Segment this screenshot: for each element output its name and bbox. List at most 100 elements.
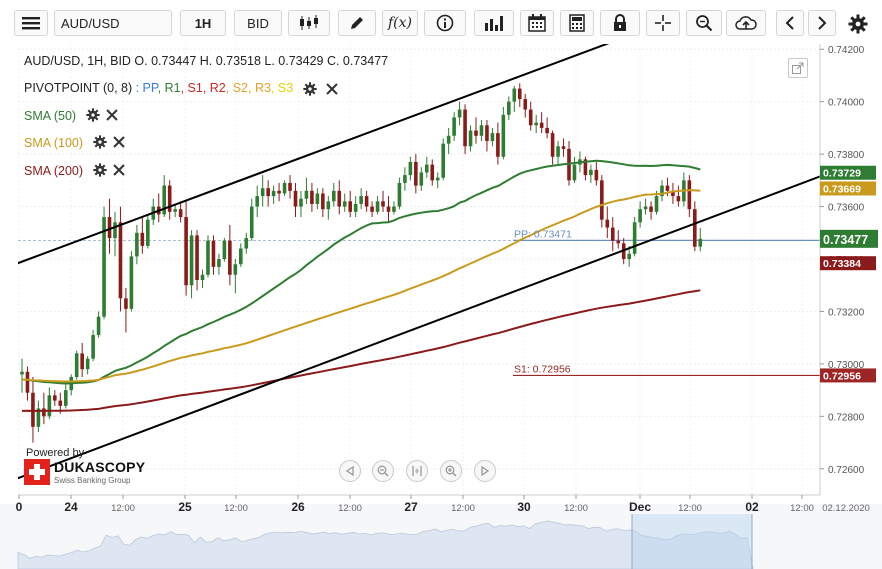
candle-body [47,395,52,417]
zoom-out-button[interactable] [372,460,394,482]
lock-button[interactable] [600,10,640,36]
side-label: BID [247,15,269,31]
candle-body [386,206,391,212]
gear-icon[interactable] [86,108,100,125]
chart-type-button[interactable] [288,10,330,36]
x-tick-label: 02 [745,500,759,514]
moving-averages [21,159,701,412]
candle-body [58,400,63,406]
draw-button[interactable] [338,10,376,36]
plot-area [18,44,820,495]
sma-legend-row: SMA (200) [24,163,125,180]
upload-button[interactable] [726,10,766,36]
ohlc-legend: AUD/USD, 1H, BID O. 0.73447 H. 0.73518 L… [24,54,389,68]
candle-body [589,169,593,176]
y-tick-label: 0.74000 [828,98,865,109]
candle-body [135,232,139,257]
overview-area [17,520,754,569]
symbol-label: AUD/USD [61,15,120,31]
zoom-in-button[interactable] [440,460,462,482]
x-tick-label: 12:00 [224,503,248,514]
candle-body [441,143,445,178]
candle-body [534,122,538,126]
timeframe-label: 1H [194,15,212,31]
candle-body [222,240,227,260]
scroll-right-button[interactable] [808,10,836,36]
zoom-button[interactable] [686,10,722,36]
indicators-button[interactable] [474,10,514,36]
close-icon[interactable] [113,136,125,151]
pan-left-button[interactable] [339,460,361,482]
calculator-button[interactable] [560,10,594,36]
candle-body [42,408,46,417]
timeframe-selector[interactable]: 1H [180,10,226,36]
candle-body [403,175,407,183]
brand-name: DUKASCOPY [54,459,146,475]
export-button[interactable] [788,58,808,78]
close-icon[interactable] [326,82,338,95]
gear-icon[interactable] [303,82,317,96]
candle-body [397,182,402,207]
gear-icon[interactable] [93,135,107,152]
info-icon [436,14,454,32]
x-tick-label: 25 [178,500,192,514]
dukascopy-logo[interactable]: DUKASCOPY Swiss Banking Group [24,459,148,489]
y-tick-label: 0.73000 [828,360,865,371]
x-tick-label: 12:00 [678,503,702,514]
menu-button[interactable] [14,10,48,36]
candle-body [687,180,692,210]
pivot-legend-item: , S3 [270,81,294,95]
candle-body [408,161,413,176]
gear-icon [848,14,868,34]
triangle-right-icon [481,466,490,476]
candle-body [594,169,599,181]
side-selector[interactable]: BID [234,10,282,36]
candle-body [217,259,221,267]
overview-navigator[interactable] [0,504,882,569]
candle-body [244,238,249,249]
candle-body [299,198,303,207]
pivot-level-label: S1: 0.72956 [514,363,571,375]
close-icon[interactable] [113,164,125,179]
close-icon[interactable] [106,109,118,124]
calendar-icon [528,14,546,32]
candle-body [140,232,145,246]
price-tag [820,165,876,180]
candle-body [414,161,418,186]
reset-view-button[interactable] [406,460,428,482]
y-tick-label: 0.72800 [828,412,865,423]
lock-icon [614,14,626,31]
function-button[interactable]: f(x) [382,10,418,36]
price-chart[interactable]: PP: 0.73471 S1: 0.72956 0.74200 0.74000 0.7… [0,44,882,569]
candle-body [293,190,298,207]
zoom-in-icon [445,465,457,477]
gear-icon[interactable] [93,163,107,180]
candle-body [228,240,232,275]
pan-right-button[interactable] [474,460,496,482]
candle-body [53,395,57,401]
pivot-legend-item: , S1 [180,81,203,95]
settings-button[interactable] [846,12,870,36]
powered-by-label: Powered by [26,447,85,459]
swiss-cross-icon [24,459,50,485]
candle-body [523,99,528,110]
scroll-left-button[interactable] [776,10,804,36]
candle-body [342,201,347,207]
price-tag [820,181,876,196]
candle-body [463,109,467,147]
candle-body [698,238,703,247]
price-tag [820,256,876,271]
candle-body [550,133,555,157]
calendar-button[interactable] [520,10,554,36]
candle-body [610,227,615,241]
pivot-legend-label: PIVOTPOINT (0, 8) [24,81,133,95]
candle-body [665,185,670,191]
symbol-selector[interactable]: AUD/USD [54,10,172,36]
candle-body [457,109,462,118]
candle-body [545,127,549,134]
menu-icon [22,17,40,30]
x-tick-label: Dec [629,500,651,514]
crosshair-button[interactable] [646,10,680,36]
candle-body [31,392,35,427]
info-button[interactable] [424,10,466,36]
